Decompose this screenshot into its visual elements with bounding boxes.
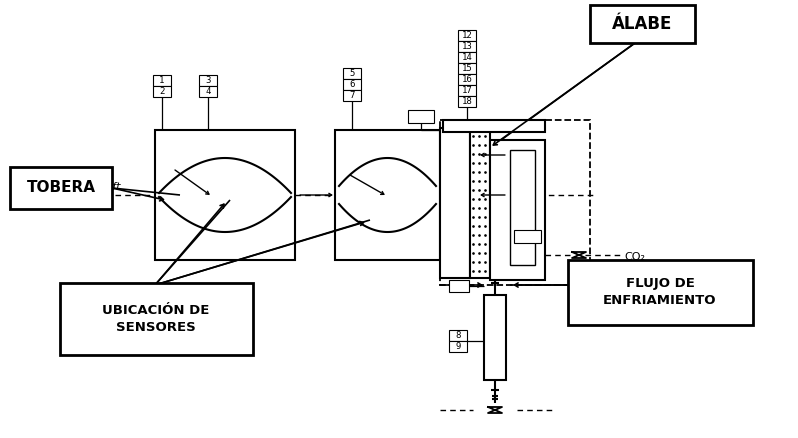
Text: 8: 8 — [456, 331, 460, 340]
Bar — [449, 330, 467, 341]
Bar — [440, 120, 590, 285]
Bar — [199, 86, 217, 97]
Text: 11b: 11b — [519, 232, 535, 240]
Text: UBICACIÓN DE
SENSORES: UBICACIÓN DE SENSORES — [102, 304, 210, 334]
Bar — [449, 341, 467, 352]
Text: 11a: 11a — [413, 112, 429, 120]
Bar — [568, 260, 753, 325]
Bar — [458, 52, 476, 63]
Text: TOBERA: TOBERA — [26, 180, 96, 195]
Bar — [458, 74, 476, 85]
Bar — [10, 167, 112, 209]
Text: CO₂: CO₂ — [624, 252, 645, 262]
Text: 15: 15 — [461, 64, 472, 73]
Text: 1: 1 — [160, 76, 164, 85]
Text: 12: 12 — [461, 31, 472, 40]
Bar — [458, 85, 476, 96]
Bar — [153, 75, 171, 86]
Bar — [590, 5, 695, 43]
Text: 17: 17 — [461, 86, 472, 95]
Text: 13: 13 — [461, 42, 472, 51]
Bar — [458, 63, 476, 74]
Bar — [153, 86, 171, 97]
Text: 4: 4 — [205, 87, 211, 96]
Text: 2: 2 — [160, 87, 164, 96]
Bar — [343, 68, 361, 79]
Bar — [484, 295, 506, 380]
Bar — [514, 230, 541, 243]
Text: 10: 10 — [454, 282, 464, 290]
Text: 3: 3 — [205, 76, 211, 85]
Bar — [470, 128, 490, 278]
Bar — [199, 75, 217, 86]
Bar — [408, 110, 434, 123]
Text: 18: 18 — [461, 97, 472, 106]
Bar — [490, 140, 545, 280]
Bar — [458, 96, 476, 107]
Bar — [440, 128, 470, 278]
Text: Luft: Luft — [100, 182, 121, 192]
Bar — [510, 150, 535, 265]
Bar — [155, 130, 295, 260]
Bar — [458, 30, 476, 41]
Bar — [343, 90, 361, 101]
Bar — [60, 283, 253, 355]
Text: 7: 7 — [350, 91, 354, 100]
Bar — [343, 79, 361, 90]
Bar — [335, 130, 440, 260]
Text: 5: 5 — [350, 69, 354, 78]
Bar — [449, 280, 469, 292]
Text: 16: 16 — [461, 75, 472, 84]
Text: 14: 14 — [461, 53, 472, 62]
Text: FLUJO DE
ENFRIAMIENTO: FLUJO DE ENFRIAMIENTO — [603, 277, 717, 307]
Bar — [458, 41, 476, 52]
Text: 6: 6 — [350, 80, 354, 89]
Text: ÁLABE: ÁLABE — [612, 15, 672, 33]
Text: 9: 9 — [456, 342, 460, 351]
Bar — [443, 120, 545, 132]
